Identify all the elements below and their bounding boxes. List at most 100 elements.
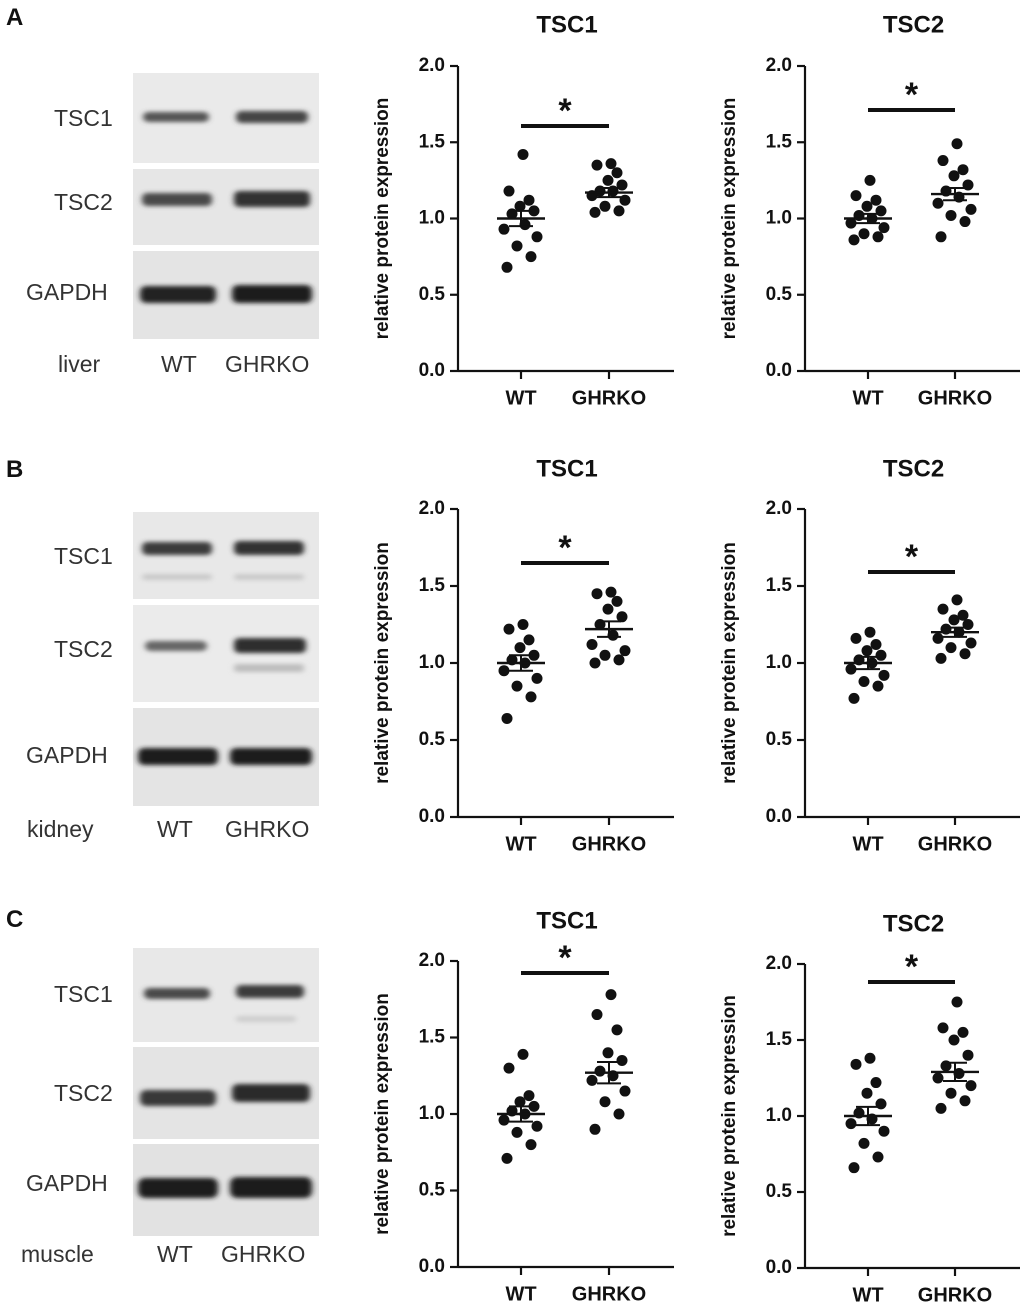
data-point [864, 626, 876, 638]
significance-asterisk: * [558, 939, 572, 977]
dot-plot-c-tsc1: TSC1 relative protein expression 0.0 0.5 1.0… [372, 907, 674, 1305]
data-point [872, 680, 884, 692]
data-point [932, 1072, 944, 1084]
x-tick-label: GHRKO [572, 1283, 646, 1305]
chart-title: TSC1 [536, 455, 597, 482]
data-point [605, 158, 617, 170]
x-tick-label: GHRKO [918, 833, 992, 855]
significance-asterisk: * [558, 92, 572, 130]
x-tick-label: WT [852, 387, 883, 409]
blot-b-row-label-tsc1: TSC1 [54, 543, 113, 569]
data-point [619, 194, 631, 206]
data-point [523, 1090, 535, 1102]
data-point [523, 194, 535, 206]
data-point [870, 639, 882, 651]
data-point [602, 1047, 614, 1059]
data-point [501, 712, 513, 724]
data-point [525, 691, 537, 703]
data-point [935, 1102, 947, 1114]
data-point [611, 595, 623, 607]
data-point [965, 203, 977, 215]
data-point [498, 665, 510, 677]
y-axis-label: relative protein expression [719, 995, 740, 1237]
y-tick-label: 1.0 [419, 208, 445, 229]
y-axis-label: relative protein expression [719, 542, 740, 784]
data-point [498, 223, 510, 235]
data-point [613, 205, 625, 217]
panel-letter-b: B [6, 456, 24, 483]
dot-plot-a-tsc2: TSC2 relative protein expression 0.0 0.5 1.0… [719, 11, 1020, 409]
data-point [878, 1125, 890, 1137]
y-tick-label: 1.0 [419, 1103, 445, 1124]
data-point [945, 642, 957, 654]
x-tick-label: GHRKO [572, 833, 646, 855]
data-point [937, 1022, 949, 1034]
x-tick-label: GHRKO [572, 387, 646, 409]
y-tick-label: 1.5 [419, 131, 446, 152]
blot-b-tissue-label: kidney [27, 816, 94, 842]
data-point [858, 675, 870, 687]
data-point [848, 692, 860, 704]
data-point [870, 1077, 882, 1089]
blot-a-row-label-tsc1: TSC1 [54, 105, 113, 131]
data-point [959, 1095, 971, 1107]
data-point [932, 632, 944, 644]
y-tick-label: 1.5 [766, 1029, 793, 1050]
data-point [599, 1096, 611, 1108]
data-point [611, 167, 623, 179]
data-point [591, 159, 603, 171]
y-axis-label: relative protein expression [719, 98, 740, 340]
data-point [957, 164, 969, 176]
data-point [875, 649, 887, 661]
data-point [858, 228, 870, 240]
significance-asterisk: * [905, 948, 919, 986]
data-point [586, 1074, 598, 1086]
y-tick-label: 2.0 [419, 55, 445, 76]
data-point [501, 261, 513, 273]
data-point [517, 1048, 529, 1060]
y-tick-label: 0.5 [766, 1181, 793, 1202]
data-point [503, 185, 515, 197]
data-point [878, 222, 890, 234]
data-point [531, 1120, 543, 1132]
y-tick-label: 0.0 [419, 360, 445, 381]
significance-asterisk: * [558, 529, 572, 567]
data-point [850, 190, 862, 202]
dot-plot-b-tsc2: TSC2 relative protein expression 0.0 0.5 1.0… [719, 455, 1020, 855]
y-axis-label: relative protein expression [372, 98, 393, 340]
data-point [525, 1139, 537, 1151]
x-tick-label: WT [505, 1283, 536, 1305]
data-point [589, 657, 601, 669]
data-point [864, 1052, 876, 1064]
data-point [948, 614, 960, 626]
data-point [959, 216, 971, 228]
data-point [935, 652, 947, 664]
data-point [850, 1058, 862, 1070]
y-tick-label: 0.5 [419, 729, 446, 750]
data-point [870, 194, 882, 206]
y-tick-label: 0.5 [766, 284, 793, 305]
blot-b-row-label-gapdh: GAPDH [26, 742, 108, 768]
chart-title: TSC2 [883, 11, 944, 38]
data-point [599, 200, 611, 212]
data-point [613, 1108, 625, 1120]
data-point [514, 200, 526, 212]
data-point [602, 603, 614, 615]
data-point [528, 649, 540, 661]
blot-c-tissue-label: muscle [21, 1241, 94, 1267]
data-point [965, 637, 977, 649]
data-point [872, 231, 884, 243]
y-tick-label: 0.0 [766, 1257, 792, 1278]
data-point [965, 1080, 977, 1092]
blot-a-row-label-gapdh: GAPDH [26, 279, 108, 305]
data-point [531, 672, 543, 684]
data-point [511, 1126, 523, 1138]
data-point [589, 1123, 601, 1135]
data-point [845, 217, 857, 229]
x-tick-label: WT [852, 833, 883, 855]
blot-b-lane-wt: WT [157, 816, 193, 842]
data-point [616, 611, 628, 623]
data-point [858, 1137, 870, 1149]
significance-asterisk: * [905, 76, 919, 114]
